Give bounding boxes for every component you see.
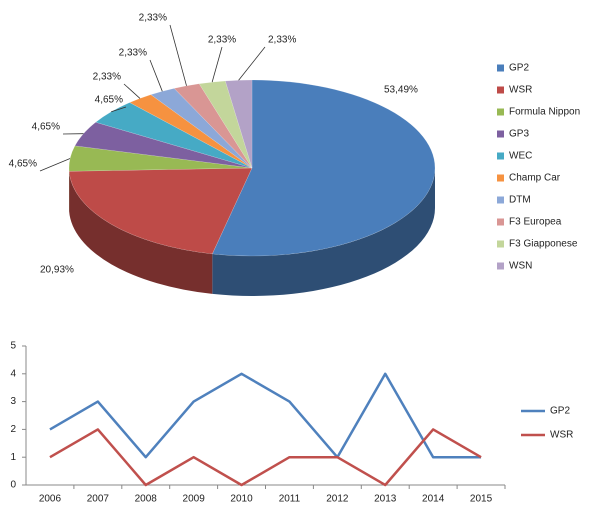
pie-slice	[198, 80, 253, 169]
pie-side	[69, 171, 213, 294]
pie-slice	[150, 88, 253, 169]
x-tick-label: 2009	[183, 494, 206, 505]
legend-swatch	[497, 108, 504, 116]
data-label: 53,49%	[384, 85, 418, 96]
legend-swatch	[497, 64, 504, 72]
legend-label: DTM	[509, 195, 531, 206]
legend-label: GP2	[550, 406, 570, 417]
data-label: 2,33%	[208, 35, 236, 46]
legend-swatch	[497, 218, 504, 226]
legend-swatch	[497, 174, 504, 182]
data-label: 4,65%	[9, 159, 37, 170]
y-tick-label: 0	[10, 480, 16, 491]
x-tick-label: 2008	[135, 494, 158, 505]
data-label: 4,65%	[32, 122, 60, 133]
leader-line	[111, 106, 127, 113]
pie-side	[212, 168, 435, 296]
leader-line	[211, 46, 223, 83]
legend-label: GP2	[509, 63, 529, 74]
legend-label: F3 Giapponese	[509, 239, 578, 250]
legend-label: GP3	[509, 129, 529, 140]
legend-swatch	[497, 240, 504, 248]
y-tick-label: 3	[10, 396, 16, 407]
data-label: 2,33%	[119, 48, 147, 59]
data-label: 2,33%	[139, 13, 167, 24]
legend-label: Formula Nippon	[509, 107, 580, 118]
pie-slice	[68, 167, 253, 255]
x-tick-label: 2015	[470, 494, 493, 505]
legend-label: Champ Car	[509, 173, 561, 184]
legend-swatch	[497, 130, 504, 138]
leader-line	[238, 46, 266, 81]
leader-line	[123, 83, 141, 99]
x-tick-label: 2013	[374, 494, 397, 505]
legend-label: F3 Europea	[509, 217, 562, 228]
x-tick-label: 2012	[326, 494, 349, 505]
legend-label: WEC	[509, 151, 532, 162]
legend-swatch	[497, 86, 504, 94]
x-tick-label: 2007	[87, 494, 110, 505]
pie-slice	[129, 94, 253, 169]
legend-swatch	[497, 196, 504, 204]
legend-swatch	[497, 262, 504, 270]
line-series	[49, 372, 482, 459]
legend-swatch	[497, 152, 504, 160]
line-series	[49, 428, 482, 487]
leader-line	[169, 24, 187, 86]
data-label: 2,33%	[93, 72, 121, 83]
y-tick-label: 5	[10, 341, 16, 352]
x-tick-label: 2011	[279, 494, 301, 505]
pie-slice	[173, 83, 253, 169]
data-label: 4,65%	[95, 95, 123, 106]
x-tick-label: 2010	[230, 494, 253, 505]
pie-slice	[68, 145, 253, 172]
data-label: 2,33%	[268, 35, 296, 46]
leader-line	[39, 158, 71, 172]
y-tick-label: 4	[10, 368, 16, 379]
legend-label: WSR	[509, 85, 532, 96]
legend-label: WSR	[550, 430, 573, 441]
data-label: 20,93%	[40, 265, 74, 276]
y-tick-label: 2	[10, 424, 16, 435]
x-tick-label: 2014	[422, 494, 445, 505]
pie-slice	[224, 79, 253, 169]
leader-line	[149, 59, 163, 92]
pie-slice	[211, 79, 436, 257]
x-tick-label: 2006	[39, 494, 62, 505]
y-tick-label: 1	[10, 452, 16, 463]
legend-label: WSN	[509, 261, 532, 272]
pie-slice	[74, 121, 253, 169]
